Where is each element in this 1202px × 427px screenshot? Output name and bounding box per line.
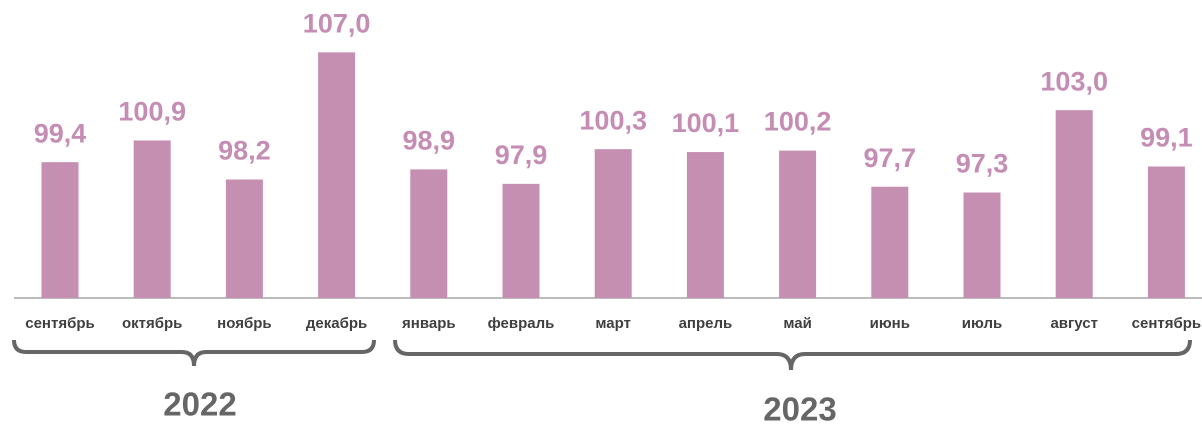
x-tick-label: октябрь (122, 315, 182, 332)
value-label: 100,9 (118, 97, 186, 127)
bar (318, 52, 356, 298)
value-label: 97,3 (956, 149, 1009, 179)
x-tick-label: ноябрь (217, 315, 271, 332)
value-label: 98,2 (218, 136, 271, 166)
bar (133, 140, 171, 298)
value-label: 100,2 (764, 107, 832, 137)
bar (41, 162, 79, 298)
x-tick-label: январь (402, 315, 456, 332)
value-label: 100,3 (579, 105, 647, 135)
bar (410, 169, 448, 298)
x-tick-label: март (595, 315, 631, 332)
x-tick-label: июнь (870, 315, 910, 332)
bar (871, 186, 909, 298)
x-tick-label: август (1050, 315, 1097, 332)
value-label: 103,0 (1040, 66, 1108, 96)
bar (963, 192, 1001, 298)
bar (686, 152, 724, 298)
value-label: 98,9 (403, 126, 456, 156)
bar (1147, 166, 1185, 298)
x-tick-label: апрель (679, 315, 733, 332)
x-tick-label: сентябрь (1132, 315, 1202, 332)
bar (594, 149, 632, 298)
x-tick-label: декабрь (306, 315, 367, 332)
value-label: 97,7 (864, 143, 917, 173)
x-tick-label: июль (962, 315, 1002, 332)
value-label: 99,4 (34, 118, 87, 148)
value-label: 100,1 (672, 108, 740, 138)
x-tick-label: февраль (488, 315, 555, 332)
value-label: 107,0 (303, 8, 371, 38)
bar (779, 150, 817, 298)
group-label: 2023 (763, 391, 836, 427)
value-label: 99,1 (1140, 123, 1193, 153)
bracket-2023 (393, 339, 1192, 371)
group-label: 2022 (163, 386, 236, 423)
value-label: 97,9 (495, 140, 548, 170)
bar (1055, 110, 1093, 299)
x-tick-label: май (783, 315, 811, 332)
bar (225, 179, 263, 298)
x-tick-label: сентябрь (25, 315, 95, 332)
bracket-2022 (12, 339, 376, 367)
bar (502, 183, 540, 298)
